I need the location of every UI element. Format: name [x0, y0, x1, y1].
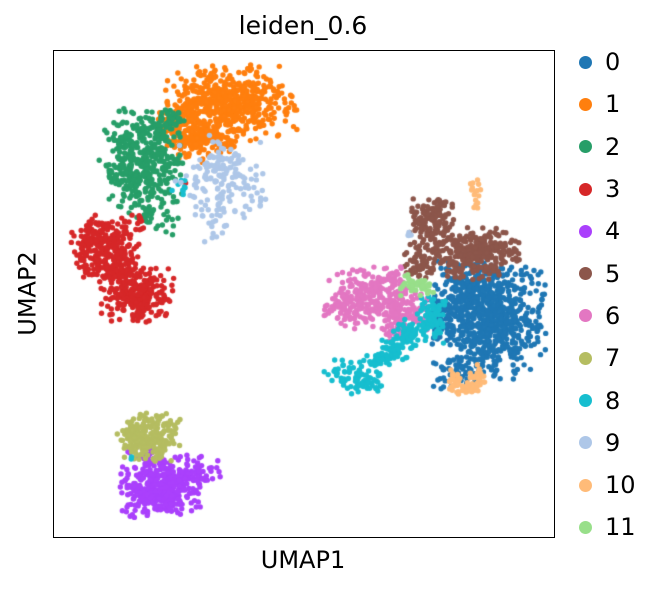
legend-label: 11: [605, 513, 636, 542]
legend-label: 8: [605, 386, 621, 415]
legend-swatch-dot-icon: [579, 182, 592, 196]
legend-label: 0: [605, 48, 621, 77]
legend-label: 2: [605, 132, 621, 161]
legend-label: 5: [605, 259, 621, 288]
legend-swatch-dot-icon: [579, 224, 592, 238]
cluster-legend: 0 1 2 3 4 5 6 7 8 9 10 11: [579, 41, 636, 549]
legend-item-11: 11: [579, 506, 636, 548]
legend-swatch-dot-icon: [579, 140, 592, 154]
legend-swatch-dot-icon: [579, 55, 592, 69]
umap-scatter-canvas: [54, 51, 554, 537]
legend-item-1: 1: [579, 83, 636, 125]
legend-item-4: 4: [579, 210, 636, 252]
legend-swatch-dot-icon: [579, 478, 592, 492]
legend-item-10: 10: [579, 464, 636, 506]
legend-item-9: 9: [579, 422, 636, 464]
legend-swatch-dot-icon: [579, 267, 592, 281]
legend-swatch-dot-icon: [579, 97, 592, 111]
legend-item-3: 3: [579, 168, 636, 210]
legend-label: 4: [605, 217, 621, 246]
legend-swatch-dot-icon: [579, 436, 592, 450]
legend-swatch-dot-icon: [579, 520, 592, 534]
legend-label: 10: [605, 471, 636, 500]
legend-item-6: 6: [579, 295, 636, 337]
legend-item-0: 0: [579, 41, 636, 83]
plot-area: [53, 50, 555, 538]
legend-label: 9: [605, 428, 621, 457]
legend-swatch-dot-icon: [579, 394, 592, 408]
plot-title: leiden_0.6: [238, 11, 368, 40]
x-axis-label: UMAP1: [260, 546, 346, 574]
legend-item-5: 5: [579, 252, 636, 294]
legend-label: 1: [605, 90, 621, 119]
legend-label: 7: [605, 344, 621, 373]
legend-swatch-dot-icon: [579, 309, 592, 323]
legend-label: 3: [605, 175, 621, 204]
legend-label: 6: [605, 301, 621, 330]
y-axis-label: UMAP2: [13, 251, 42, 336]
legend-item-2: 2: [579, 126, 636, 168]
legend-item-7: 7: [579, 337, 636, 379]
legend-item-8: 8: [579, 379, 636, 421]
legend-swatch-dot-icon: [579, 351, 592, 365]
